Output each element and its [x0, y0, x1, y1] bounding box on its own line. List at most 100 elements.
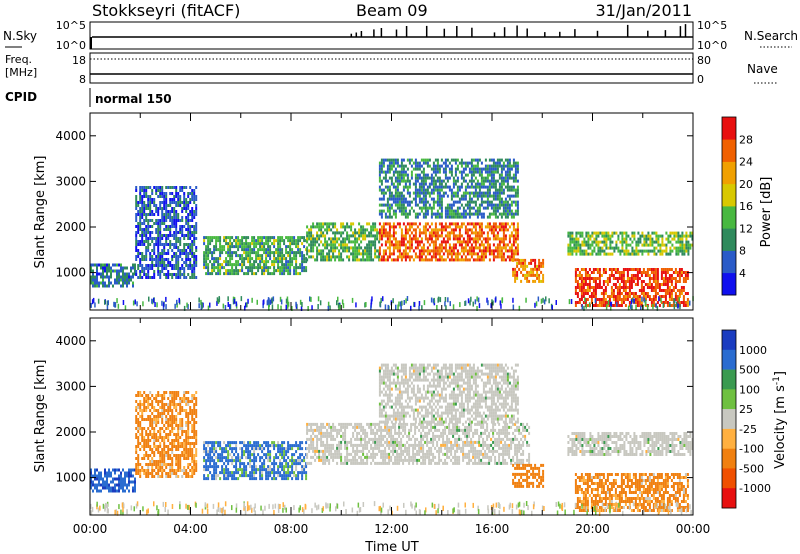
nsky-bottom-tick: 10^0 [56, 39, 86, 52]
heatmap-cell [615, 240, 618, 244]
heatmap-cell [416, 225, 419, 229]
heatmap-cell [434, 170, 437, 174]
heatmap-cell [502, 200, 505, 204]
heatmap-cell [510, 243, 513, 247]
heatmap-cell [436, 191, 439, 195]
heatmap-cell [440, 228, 443, 232]
heatmap-cell [352, 258, 355, 262]
heatmap-cell [277, 304, 279, 310]
heatmap-cell [428, 231, 431, 235]
heatmap-cell [384, 252, 387, 256]
heatmap-cell [368, 249, 371, 253]
heatmap-cell [458, 161, 461, 165]
heatmap-cell [394, 161, 397, 165]
heatmap-cell [165, 258, 168, 261]
heatmap-cell [384, 176, 387, 180]
heatmap-cell [478, 182, 481, 186]
heatmap-cell [173, 234, 176, 237]
heatmap-cell [498, 200, 501, 204]
heatmap-cell [504, 243, 507, 247]
heatmap-cell [348, 258, 351, 262]
heatmap-cell [524, 261, 527, 265]
heatmap-cell [516, 170, 519, 174]
heatmap-cell [112, 263, 114, 267]
heatmap-cell [404, 173, 407, 177]
heatmap-cell [516, 261, 519, 265]
heatmap-cell [116, 298, 118, 304]
heatmap-cell [599, 240, 602, 244]
heatmap-cell [506, 161, 509, 165]
heatmap-cell [424, 206, 427, 210]
heatmap-cell [191, 276, 194, 279]
heatmap-cell [412, 222, 415, 226]
heatmap-cell [683, 252, 686, 256]
heatmap-cell [149, 264, 152, 267]
heatmap-cell [414, 234, 417, 238]
heatmap-cell [147, 198, 150, 201]
heatmap-cell [464, 179, 467, 183]
heatmap-cell [342, 231, 345, 235]
heatmap-cell [229, 260, 232, 264]
heatmap-cell [128, 474, 130, 478]
heatmap-cell [243, 245, 246, 249]
heatmap-cell [636, 274, 639, 277]
heatmap-cell [402, 167, 405, 171]
heatmap-cell [410, 206, 413, 210]
heatmap-cell [382, 191, 385, 195]
heatmap-cell [432, 228, 435, 232]
heatmap-cell [350, 228, 353, 232]
heatmap-cell [682, 280, 685, 283]
heatmap-cell [92, 489, 94, 493]
heatmap-cell [526, 279, 529, 283]
heatmap-cell [500, 197, 503, 201]
heatmap-cell [446, 249, 449, 253]
heatmap-cell [161, 213, 164, 216]
heatmap-cell [118, 483, 120, 487]
heatmap-cell [605, 252, 608, 256]
heatmap-cell [449, 301, 451, 307]
heatmap-cell [177, 394, 180, 397]
heatmap-cell [607, 246, 610, 250]
heatmap-cell [90, 269, 92, 273]
heatmap-cell [151, 213, 154, 216]
heatmap-cell [624, 295, 627, 298]
heatmap-cell [324, 243, 327, 247]
heatmap-cell [139, 189, 142, 192]
heatmap-cell [456, 222, 459, 226]
heatmap-cell [644, 295, 647, 298]
heatmap-cell [380, 170, 383, 174]
heatmap-cell [426, 191, 429, 195]
heatmap-cell [251, 269, 254, 273]
heatmap-cell [143, 397, 146, 400]
heatmap-cell [490, 231, 493, 235]
heatmap-cell [161, 237, 164, 240]
heatmap-cell [245, 302, 247, 308]
heatmap-cell [132, 266, 134, 270]
heatmap-cell [390, 179, 393, 183]
heatmap-cell [398, 203, 401, 207]
heatmap-cell [576, 283, 579, 286]
heatmap-cell [607, 300, 610, 306]
heatmap-cell [279, 296, 282, 302]
heatmap-cell [669, 234, 672, 238]
heatmap-cell [620, 304, 623, 307]
heatmap-cell [273, 236, 276, 240]
heatmap-cell [638, 295, 641, 298]
heatmap-cell [567, 234, 570, 238]
heatmap-cell [352, 231, 355, 235]
heatmap-cell [169, 391, 172, 394]
heatmap-cell [624, 289, 627, 292]
heatmap-cell [498, 246, 501, 250]
heatmap-cell [414, 167, 417, 171]
heatmap-cell [120, 483, 122, 487]
heatmap-cell [98, 483, 100, 487]
heatmap-cell [612, 292, 615, 295]
heatmap-cell [219, 254, 222, 258]
heatmap-cell [384, 173, 387, 177]
heatmap-cell [510, 231, 513, 235]
heatmap-cell [584, 283, 587, 286]
heatmap-cell [161, 394, 164, 397]
heatmap-cell [478, 167, 481, 171]
heatmap-cell [273, 242, 276, 246]
heatmap-cell [108, 489, 110, 493]
